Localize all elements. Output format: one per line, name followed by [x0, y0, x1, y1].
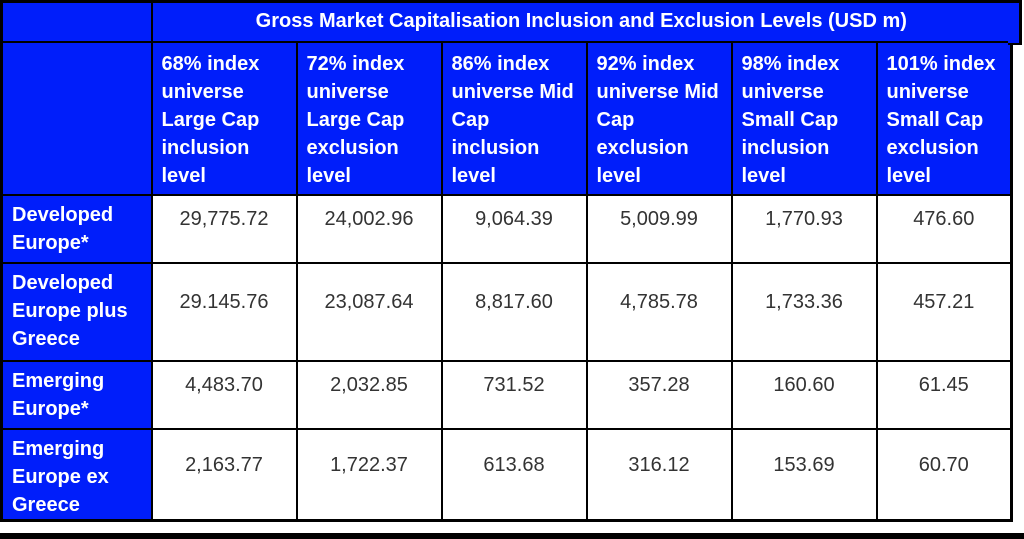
column-header-98pct: 98% index universe Small Cap inclusion l…	[730, 40, 878, 196]
value-cell: 357.28	[585, 359, 733, 430]
row-label-emerging-europe: Emerging Europe*	[0, 359, 153, 430]
corner-cell	[0, 0, 153, 43]
value-cell: 4,483.70	[150, 359, 298, 430]
value-cell: 9,064.39	[440, 193, 588, 264]
value-cell: 5,009.99	[585, 193, 733, 264]
value-cell: 4,785.78	[585, 261, 733, 362]
value-cell: 160.60	[730, 359, 878, 430]
row-header-blank-cell	[0, 40, 153, 196]
table-title: Gross Market Capitalisation Inclusion an…	[150, 0, 1013, 43]
title-row: Gross Market Capitalisation Inclusion an…	[0, 0, 1013, 43]
title-row-right-extension	[1008, 0, 1022, 45]
table-row: Emerging Europe ex Greece 2,163.77 1,722…	[0, 427, 1013, 521]
column-header-101pct: 101% index universe Small Cap exclusion …	[875, 40, 1013, 196]
value-cell: 731.52	[440, 359, 588, 430]
value-cell: 8,817.60	[440, 261, 588, 362]
value-cell: 613.68	[440, 427, 588, 521]
value-cell: 61.45	[875, 359, 1013, 430]
value-cell: 2,163.77	[150, 427, 298, 521]
row-label-emerging-europe-ex-greece: Emerging Europe ex Greece	[0, 427, 153, 521]
column-header-92pct: 92% index universe Mid Cap exclusion lev…	[585, 40, 733, 196]
row-label-developed-europe: Developed Europe*	[0, 193, 153, 264]
value-cell: 23,087.64	[295, 261, 443, 362]
table-row: Developed Europe* 29,775.72 24,002.96 9,…	[0, 193, 1013, 264]
column-header-86pct: 86% index universe Mid Cap inclusion lev…	[440, 40, 588, 196]
value-cell: 29,775.72	[150, 193, 298, 264]
market-capitalisation-table: Gross Market Capitalisation Inclusion an…	[0, 0, 1014, 522]
row-label-developed-europe-plus-greece: Developed Europe plus Greece	[0, 261, 153, 362]
value-cell: 1,733.36	[730, 261, 878, 362]
value-cell: 316.12	[585, 427, 733, 521]
column-header-row: 68% index universe Large Cap inclusion l…	[0, 40, 1013, 196]
value-cell: 2,032.85	[295, 359, 443, 430]
value-cell: 29.145.76	[150, 261, 298, 362]
value-cell: 1,770.93	[730, 193, 878, 264]
table-row: Emerging Europe* 4,483.70 2,032.85 731.5…	[0, 359, 1013, 430]
value-cell: 457.21	[875, 261, 1013, 362]
bottom-black-bar	[0, 533, 1024, 539]
table-row: Developed Europe plus Greece 29.145.76 2…	[0, 261, 1013, 362]
value-cell: 476.60	[875, 193, 1013, 264]
value-cell: 60.70	[875, 427, 1013, 521]
value-cell: 1,722.37	[295, 427, 443, 521]
column-header-68pct: 68% index universe Large Cap inclusion l…	[150, 40, 298, 196]
column-header-72pct: 72% index universe Large Cap exclusion l…	[295, 40, 443, 196]
value-cell: 153.69	[730, 427, 878, 521]
value-cell: 24,002.96	[295, 193, 443, 264]
